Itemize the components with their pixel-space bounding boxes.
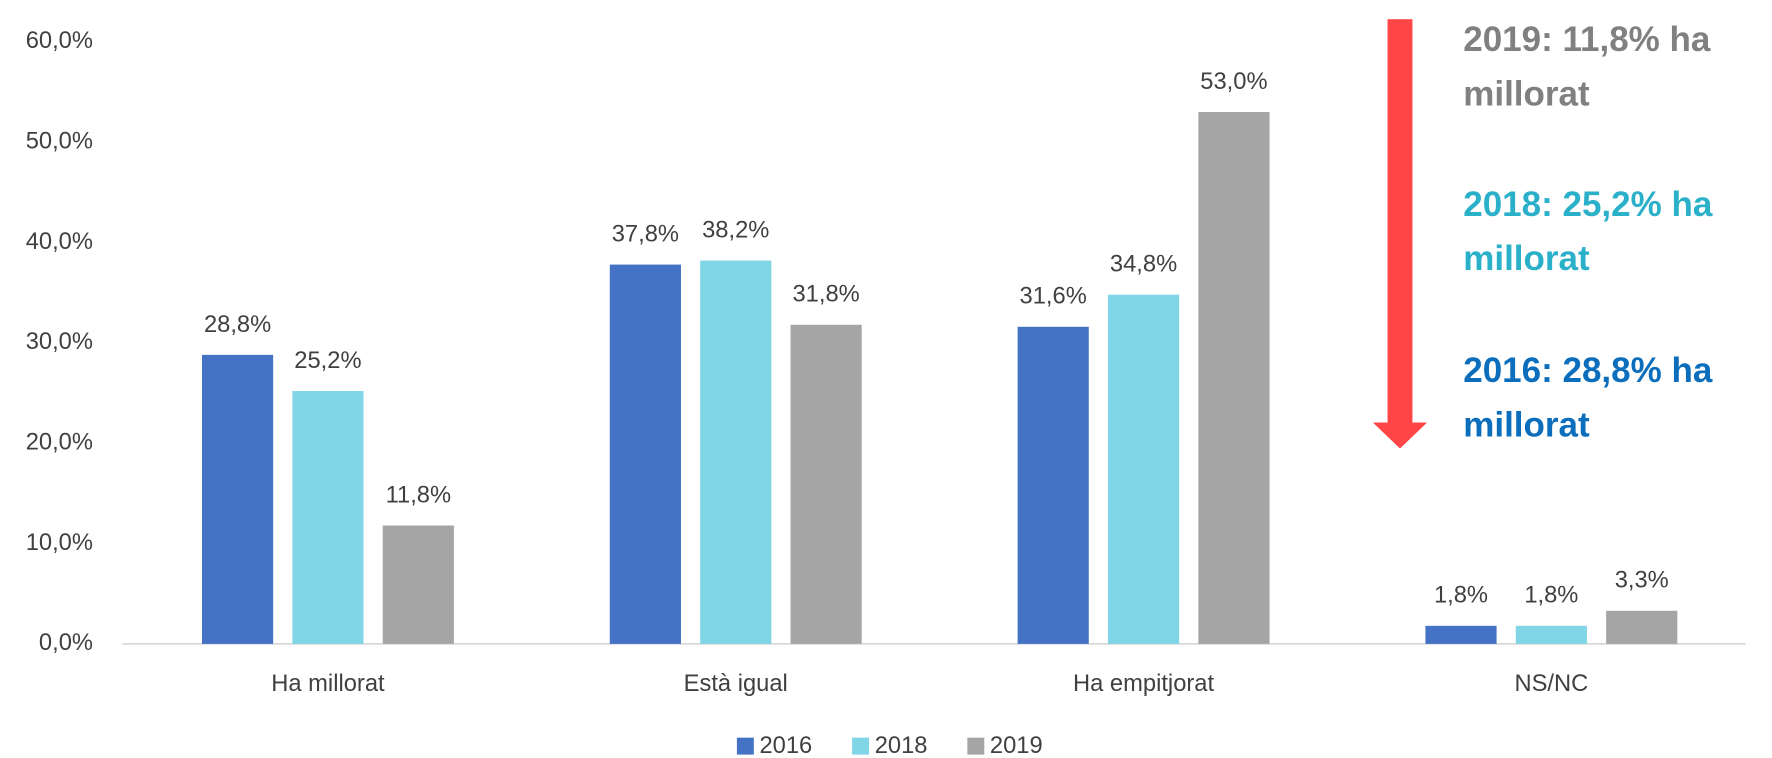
annotation: 2016: 28,8% ha bbox=[1463, 351, 1713, 390]
y-tick-label: 50,0% bbox=[26, 128, 93, 154]
value-label: 53,0% bbox=[1200, 69, 1267, 95]
value-label: 1,8% bbox=[1524, 583, 1578, 609]
legend-swatch bbox=[967, 737, 985, 755]
annotation: 2018: 25,2% ha bbox=[1463, 185, 1713, 224]
x-tick-label: Ha empitjorat bbox=[1073, 671, 1214, 697]
bar bbox=[1515, 625, 1587, 644]
y-tick-label: 30,0% bbox=[26, 329, 93, 355]
arrow-shaft bbox=[1387, 19, 1413, 426]
x-tick-label: NS/NC bbox=[1514, 671, 1588, 697]
annotation: millorat bbox=[1463, 405, 1590, 444]
legend-label: 2018 bbox=[875, 733, 928, 758]
bar bbox=[700, 260, 772, 644]
y-tick-label: 20,0% bbox=[26, 429, 93, 455]
bar bbox=[1198, 112, 1270, 644]
bar bbox=[292, 391, 364, 644]
legend-swatch bbox=[852, 737, 870, 755]
bar bbox=[609, 264, 681, 644]
value-label: 31,6% bbox=[1020, 284, 1087, 310]
annotation: millorat bbox=[1463, 239, 1590, 278]
value-label: 3,3% bbox=[1615, 568, 1669, 594]
bar bbox=[1425, 625, 1497, 644]
bar bbox=[201, 354, 274, 644]
value-label: 31,8% bbox=[792, 282, 859, 308]
bar bbox=[382, 525, 454, 644]
legend-label: 2019 bbox=[990, 733, 1043, 758]
y-tick-label: 0,0% bbox=[39, 630, 93, 656]
arrow-head bbox=[1372, 422, 1428, 449]
value-label: 37,8% bbox=[612, 221, 679, 247]
value-label: 34,8% bbox=[1110, 252, 1177, 278]
legend-swatch bbox=[736, 737, 754, 755]
bar bbox=[1107, 294, 1180, 644]
bar bbox=[790, 324, 862, 644]
annotation: 2019: 11,8% ha bbox=[1463, 20, 1711, 59]
value-label: 28,8% bbox=[204, 312, 271, 338]
value-label: 1,8% bbox=[1434, 583, 1488, 609]
y-tick-label: 60,0% bbox=[26, 28, 93, 54]
bar bbox=[1606, 610, 1678, 644]
y-tick-label: 10,0% bbox=[26, 530, 93, 556]
bar bbox=[1017, 326, 1089, 644]
y-tick-label: 40,0% bbox=[26, 229, 93, 255]
x-tick-label: Ha millorat bbox=[271, 671, 385, 697]
x-tick-label: Està igual bbox=[684, 671, 788, 697]
value-label: 11,8% bbox=[386, 482, 452, 508]
value-label: 25,2% bbox=[294, 348, 361, 374]
value-label: 38,2% bbox=[702, 217, 769, 243]
legend-label: 2016 bbox=[759, 733, 812, 758]
annotation: millorat bbox=[1463, 74, 1590, 113]
